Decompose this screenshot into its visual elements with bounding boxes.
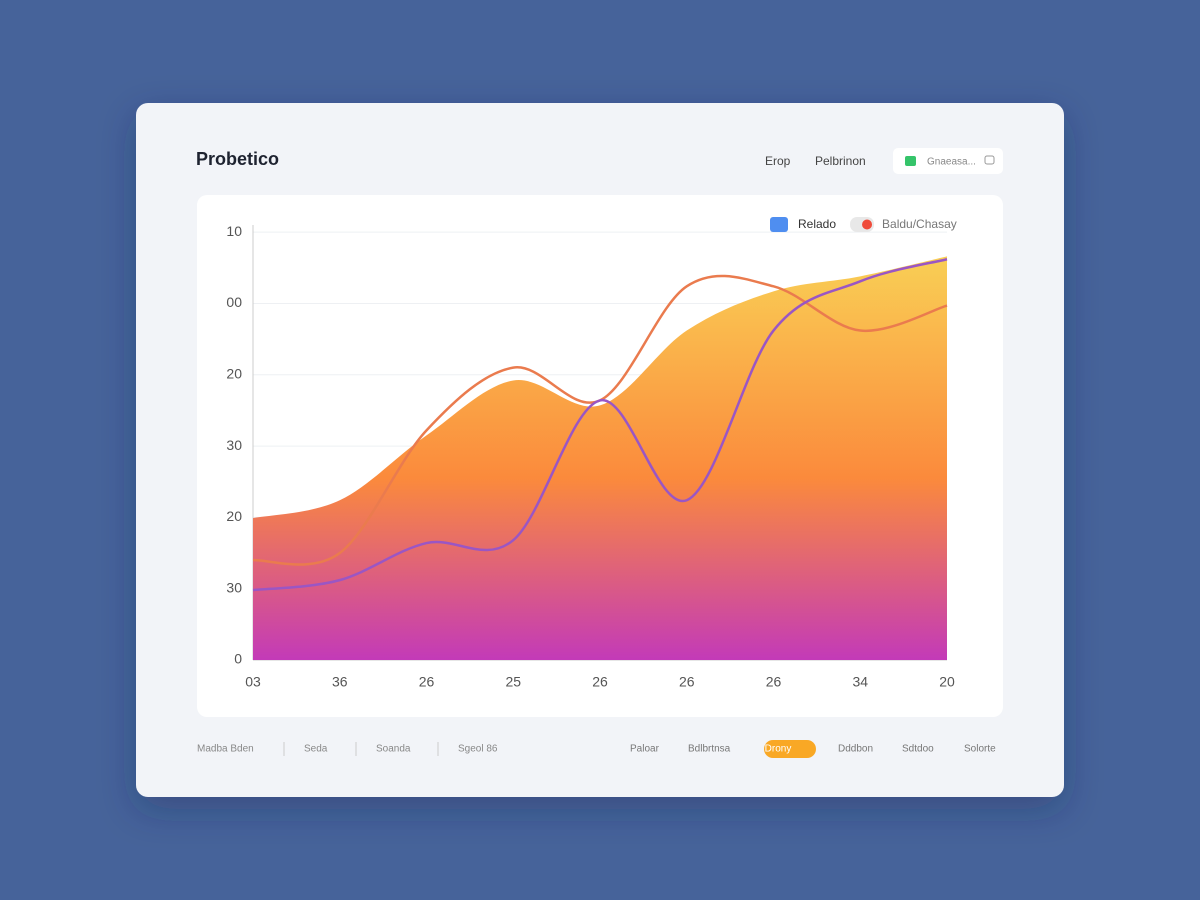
x-tick-label: 36 (332, 674, 348, 690)
x-tick-label: 26 (592, 674, 608, 690)
y-tick-label: 00 (226, 294, 242, 310)
y-tick-label: 0 (234, 651, 242, 667)
x-tick-label: 26 (679, 674, 695, 690)
nav-item[interactable]: Erop (765, 154, 791, 168)
icon (984, 155, 995, 165)
search-text: Gnaeasa... (927, 157, 976, 168)
line (252, 258, 948, 592)
x-tick-label: 34 (852, 674, 868, 690)
x-tick-label: 26 (419, 674, 435, 690)
legend-swatch (770, 217, 788, 232)
area (253, 256, 947, 660)
footer-item: Seda (304, 744, 328, 755)
footer-tab[interactable]: Paloar (630, 744, 660, 755)
footer-item: Sgeol 86 (458, 744, 498, 755)
y-tick-label: 30 (226, 437, 242, 453)
title: Probetico (196, 149, 279, 169)
footer-tab[interactable]: Drony (765, 744, 792, 755)
y-tick-label: 20 (226, 508, 242, 524)
search-box[interactable] (893, 148, 1003, 174)
legend-label: Baldu/Chasay (882, 217, 957, 231)
footer-tab[interactable]: Solorte (964, 744, 996, 755)
active-tab (764, 740, 816, 758)
footer-item: Madba Bden (197, 744, 254, 755)
x-tick-label: 25 (505, 674, 521, 690)
x-tick-label: 26 (766, 674, 782, 690)
y-tick-label: 30 (226, 579, 242, 595)
y-tick-label: 20 (226, 365, 242, 381)
footer-tab[interactable]: Sdtdoo (902, 744, 934, 755)
footer-tab[interactable]: Dddbon (838, 744, 873, 755)
status-icon (905, 156, 916, 166)
x-tick-label: 20 (939, 674, 955, 690)
footer-item: Soanda (376, 744, 411, 755)
legend-label: Relado (798, 217, 836, 231)
footer: Madba Bden Seda Soanda Sgeol 86 Paloar Bdlbrt… (197, 742, 996, 756)
x-tick-label: 03 (245, 674, 261, 690)
legend-dot (862, 219, 873, 230)
plot: 0 30 20 30 20 00 10 03 36 26 25 26 26 26 34 20 Relado Bal… (226, 217, 957, 690)
y-tick-label: 10 (226, 223, 242, 239)
nav-item[interactable]: Pelbrinon (815, 154, 866, 168)
footer-tab[interactable]: Bdlbrtnsa (688, 744, 731, 755)
